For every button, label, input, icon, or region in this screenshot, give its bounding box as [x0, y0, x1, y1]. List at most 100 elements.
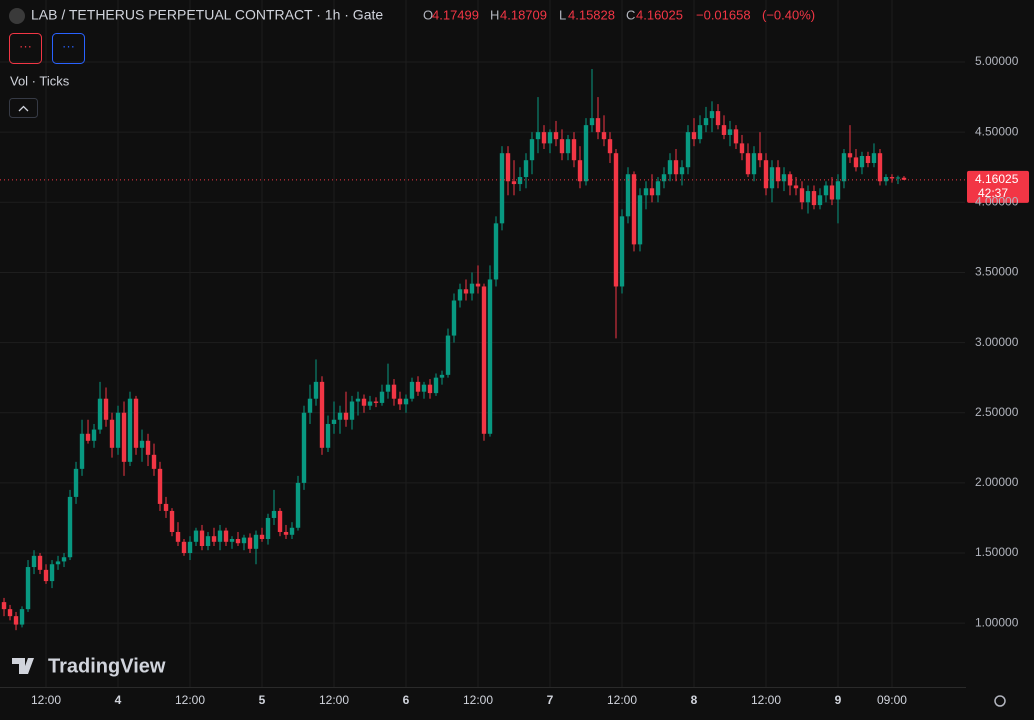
button-2[interactable]	[52, 33, 85, 64]
candle-body	[685, 132, 691, 168]
candle-body	[121, 412, 127, 462]
candle-body	[775, 167, 781, 182]
plot	[0, 69, 965, 631]
x-tick-label: 12:00	[31, 693, 61, 707]
candle-body	[157, 468, 163, 504]
x-tick-label: 12:00	[319, 693, 349, 707]
candle-body	[319, 381, 325, 448]
candle-body	[547, 132, 553, 144]
candle-body	[583, 125, 589, 182]
candle-body	[37, 555, 43, 570]
y-tick-label: 4.50000	[975, 124, 1019, 138]
candle-body	[877, 153, 883, 182]
collapse-icon[interactable]	[18, 105, 29, 112]
candle-body	[7, 609, 13, 617]
candle-body	[313, 381, 319, 399]
candle-body	[409, 381, 415, 399]
y-tick-label: 2.50000	[975, 405, 1019, 419]
candle-body	[73, 468, 79, 497]
candle-body	[31, 555, 37, 568]
candle-body	[799, 188, 805, 203]
low-label: L	[559, 7, 566, 22]
candle-body	[241, 537, 247, 544]
candle-body	[787, 174, 793, 186]
x-tick-label: 12:00	[607, 693, 637, 707]
symbol-logo	[9, 8, 25, 24]
candle-body	[859, 156, 865, 168]
open-label: O	[423, 7, 433, 22]
candle-body	[283, 531, 289, 535]
y-tick-label: 2.00000	[975, 475, 1019, 489]
candle-body	[883, 177, 889, 182]
candle-body	[25, 567, 31, 610]
candle-body	[85, 433, 91, 441]
brand-logo	[12, 658, 34, 674]
candle-body	[223, 530, 229, 542]
candle-body	[187, 541, 193, 554]
candle-body	[97, 398, 103, 430]
change: −0.01658	[696, 7, 751, 22]
candle-body	[451, 300, 457, 336]
x-tick-label: 7	[547, 693, 554, 707]
candle-body	[661, 174, 667, 182]
candle-body	[667, 160, 673, 175]
button-1-label[interactable]: ···	[19, 38, 32, 53]
candle-body	[91, 429, 97, 441]
candle-body	[193, 530, 199, 542]
candle-body	[493, 223, 499, 280]
candle-body	[229, 538, 235, 542]
candle-body	[703, 118, 709, 126]
x-tick-label: 9	[835, 693, 842, 707]
candle-body	[847, 153, 853, 158]
candle-body	[691, 132, 697, 140]
settings-icon[interactable]	[994, 695, 1006, 707]
candle-body	[619, 216, 625, 287]
candle-body	[337, 412, 343, 420]
countdown-label: 42:37	[978, 186, 1008, 200]
candle-body	[133, 398, 139, 448]
candle-body	[265, 517, 271, 539]
candle-body	[277, 510, 283, 532]
candle-body	[679, 167, 685, 175]
candle-body	[211, 536, 217, 542]
candle-body	[67, 496, 73, 558]
button-1[interactable]	[9, 33, 42, 64]
candle-body	[271, 510, 277, 518]
candle-body	[823, 185, 829, 196]
y-tick-label: 5.00000	[975, 54, 1019, 68]
x-tick-label: 12:00	[175, 693, 205, 707]
collapse-button[interactable]	[9, 98, 38, 118]
candle-body	[205, 536, 211, 547]
candle-body	[751, 153, 757, 175]
candle-body	[793, 185, 799, 189]
candle-body	[331, 419, 337, 424]
candle-body	[553, 132, 559, 140]
x-tick-label: 09:00	[877, 693, 907, 707]
candle-body	[475, 283, 481, 287]
y-tick-label: 3.00000	[975, 335, 1019, 349]
candle-body	[421, 384, 427, 392]
candle-body	[487, 279, 493, 434]
candle-body	[349, 401, 355, 420]
candle-body	[175, 531, 181, 542]
candle-body	[829, 185, 835, 200]
candle-body	[505, 153, 511, 182]
candle-body	[715, 111, 721, 126]
candle-body	[343, 412, 349, 420]
candle-body	[865, 156, 871, 164]
candle-body	[379, 391, 385, 403]
candle-body	[577, 160, 583, 182]
candle-body	[367, 401, 373, 406]
candle-body	[613, 153, 619, 287]
last-price-tag	[967, 170, 1029, 203]
candle-body	[247, 537, 253, 549]
candle-body	[523, 160, 529, 178]
brand: TradingView	[48, 655, 166, 677]
button-2-label[interactable]: ···	[62, 38, 75, 53]
candle-body	[457, 289, 463, 301]
y-tick-label: 4.00000	[975, 194, 1019, 208]
candle-body	[433, 377, 439, 394]
candle-body	[253, 534, 259, 549]
